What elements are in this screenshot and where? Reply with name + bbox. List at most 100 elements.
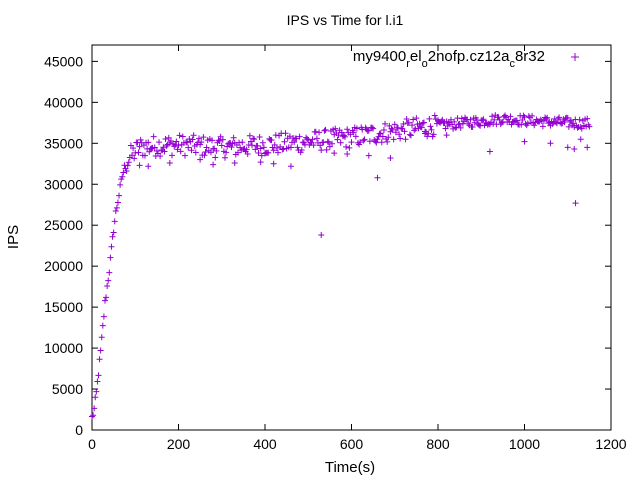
data-point (150, 133, 157, 140)
outlier-point (344, 150, 351, 157)
data-point (101, 297, 108, 304)
y-tick-label: 40000 (44, 94, 83, 110)
data-point (543, 115, 550, 122)
data-point (329, 140, 336, 147)
data-point (574, 124, 581, 131)
outlier-point (521, 138, 528, 145)
data-point (409, 122, 416, 129)
data-point (361, 136, 368, 143)
data-point (416, 120, 423, 127)
outlier-point (577, 136, 584, 143)
data-point (457, 124, 464, 131)
data-point (173, 138, 180, 145)
data-point (239, 139, 246, 146)
data-point (296, 133, 303, 140)
data-point (251, 136, 258, 143)
data-point (312, 128, 319, 135)
data-point (398, 125, 405, 132)
data-point (388, 125, 395, 132)
outlier-point (331, 150, 338, 157)
data-point (243, 146, 250, 153)
data-point (103, 294, 110, 301)
outlier-point (365, 152, 372, 159)
data-point (98, 334, 105, 341)
data-point (218, 142, 225, 149)
data-point (476, 122, 483, 129)
data-point (254, 142, 261, 149)
data-point (213, 147, 220, 154)
data-point (325, 139, 332, 146)
x-tick-label: 1200 (595, 436, 626, 452)
data-point (376, 130, 383, 137)
data-point (100, 313, 107, 320)
outlier-point (136, 162, 143, 169)
data-point (286, 133, 293, 140)
axis-ticks: 0 200 400 600 800 1000 1200 0 5000 10000 15000 2000… (44, 45, 627, 452)
data-point (507, 113, 514, 120)
data-point (338, 129, 345, 136)
data-point (188, 147, 195, 154)
data-point (105, 277, 112, 284)
data-point (413, 115, 420, 122)
data-point (379, 133, 386, 140)
data-point (373, 139, 380, 146)
data-point (169, 152, 176, 159)
data-point (237, 144, 244, 151)
data-point (244, 151, 251, 158)
y-tick-label: 25000 (44, 217, 83, 233)
data-point (108, 243, 115, 250)
data-point (246, 132, 253, 139)
data-point (335, 132, 342, 139)
data-point (112, 208, 119, 215)
data-point (344, 126, 351, 133)
data-point (293, 135, 300, 142)
data-point (400, 120, 407, 127)
outlier-point (571, 146, 578, 153)
data-point (216, 138, 223, 145)
outlier-point (145, 163, 152, 170)
data-point (320, 139, 327, 146)
outlier-point (422, 130, 429, 137)
data-point (402, 136, 409, 143)
data-point (380, 126, 387, 133)
data-point (249, 142, 256, 149)
data-point (97, 347, 104, 354)
data-point (304, 136, 311, 143)
data-point (281, 138, 288, 145)
data-point (94, 378, 101, 385)
data-point (109, 233, 116, 240)
data-point (95, 372, 102, 379)
data-point (521, 114, 528, 121)
data-point (369, 124, 376, 131)
data-point (316, 129, 323, 136)
data-point (273, 145, 280, 152)
data-point (439, 116, 446, 123)
outlier-point (486, 148, 493, 155)
data-point (309, 136, 316, 143)
data-point (162, 135, 169, 142)
data-point (342, 133, 349, 140)
data-point (498, 119, 505, 126)
data-point (405, 119, 412, 126)
data-point (221, 154, 228, 161)
data-point (90, 412, 97, 419)
data-point (537, 116, 544, 123)
data-point (430, 131, 437, 138)
data-point (420, 119, 427, 126)
data-point (119, 173, 126, 180)
data-point (89, 413, 95, 420)
data-point (189, 136, 196, 143)
data-point (260, 144, 267, 151)
data-point (141, 152, 148, 159)
data-point (479, 117, 486, 124)
data-point (518, 121, 525, 128)
data-point (110, 229, 117, 236)
data-point (137, 136, 144, 143)
outlier-point (287, 163, 294, 170)
data-point (451, 118, 458, 125)
data-point (489, 113, 496, 120)
outlier-point (197, 156, 204, 163)
data-point (252, 146, 259, 153)
data-point (584, 115, 591, 122)
data-point (145, 139, 152, 146)
